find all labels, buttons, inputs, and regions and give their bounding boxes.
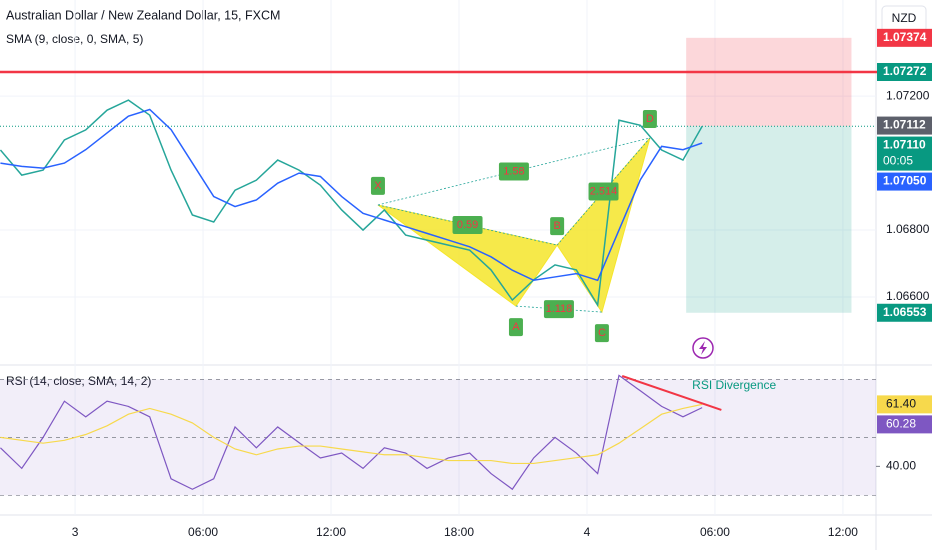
x-tick-label: 06:00 (700, 525, 730, 539)
pattern-point-label: X (374, 180, 382, 192)
pattern-point-label-box (642, 109, 657, 128)
price-label-box (877, 303, 932, 322)
x-tick-label: 3 (72, 525, 79, 539)
y-tick-label: 1.06800 (886, 222, 930, 236)
indicator-label: RSI (14, close, SMA, 14, 2) (6, 374, 151, 388)
price-label-box (877, 136, 932, 171)
alert-bolt (699, 341, 707, 355)
price-label-timer: 00:05 (883, 154, 913, 168)
price-label: 1.07050 (883, 174, 927, 188)
pattern-point-label: A (512, 321, 520, 333)
pattern-point-label: B (553, 220, 560, 232)
pattern-ratio-label: 1.118 (546, 303, 573, 315)
alert-icon[interactable] (692, 337, 714, 359)
pattern-point-label-box (550, 217, 565, 236)
price-label-box (877, 172, 932, 191)
pattern-ratio-label: 2.514 (590, 185, 618, 197)
price-label-box (877, 62, 932, 81)
pattern-point-label-box (508, 318, 523, 337)
rsi-label: 60.28 (886, 417, 916, 431)
pattern-ratio-label-box (498, 162, 529, 181)
pattern-ratio-label: 0.59 (457, 219, 478, 231)
pattern-point-label-box (370, 176, 385, 195)
pattern-point-label: D (646, 113, 654, 125)
x-tick-label: 06:00 (188, 525, 218, 539)
currency[interactable]: NZD (892, 11, 917, 25)
price-label: 1.07374 (883, 30, 927, 44)
series-line (0, 374, 703, 491)
x-tick-label: 18:00 (444, 525, 474, 539)
price-label-box (877, 28, 932, 47)
series-line (0, 403, 703, 465)
target-zone (686, 126, 852, 313)
pattern-ratio-label-box (452, 216, 483, 235)
divergence-label: RSI Divergence (692, 378, 776, 392)
y-tick-label: 1.06600 (886, 289, 930, 303)
series-line (0, 99, 703, 308)
pattern-ratio-label: 1.58 (503, 165, 524, 177)
pattern-point-label-box (594, 324, 609, 343)
price-label: 1.07272 (883, 64, 927, 78)
stop-zone (686, 37, 852, 127)
price-label: 1.07112 (883, 118, 926, 132)
y-tick-label: 1.07200 (886, 88, 930, 102)
rsi-label: 61.40 (886, 397, 916, 411)
y-tick-label: 40.00 (886, 459, 916, 473)
rsi-label-box (877, 395, 932, 414)
pattern-leg (377, 204, 558, 246)
x-tick-label: 12:00 (828, 525, 858, 539)
pattern-ratio-label-box (543, 300, 574, 319)
x-tick-label: 4 (584, 525, 591, 539)
rsi-label-box (877, 415, 932, 434)
chart-title: Australian Dollar / New Zealand Dollar, … (6, 8, 280, 22)
price-label: 1.06553 (883, 305, 927, 319)
pattern-point-label: C (598, 327, 606, 339)
series-line (0, 108, 703, 282)
price-label-box (877, 116, 932, 135)
divergence-line (621, 375, 722, 411)
x-tick-label: 12:00 (316, 525, 346, 539)
pattern-ratio-label-box (588, 182, 619, 201)
price-label: 1.07110 (883, 138, 926, 152)
